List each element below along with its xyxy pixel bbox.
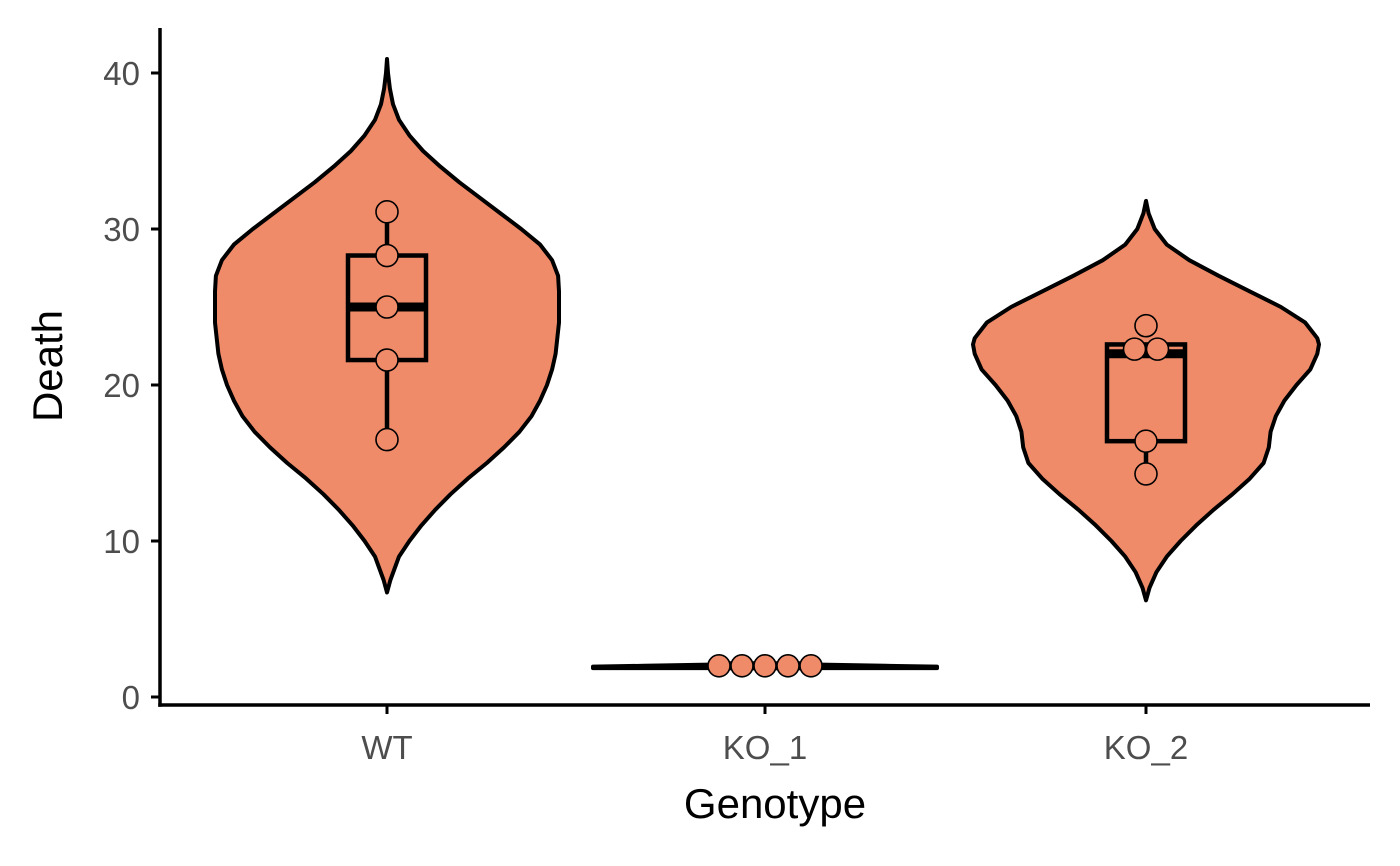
data-point-ko-2	[1134, 313, 1158, 338]
data-point-ko-1	[730, 653, 754, 678]
group-ko-1	[591, 653, 939, 678]
data-point-ko-2	[1122, 337, 1147, 361]
data-point-ko-1	[799, 653, 823, 678]
data-point-ko-1	[753, 653, 777, 678]
data-point-ko-2	[1134, 429, 1158, 453]
x-tick-label-ko-2: KO_2	[1104, 729, 1188, 766]
x-tick-label-wt: WT	[361, 729, 412, 766]
data-point-ko-2	[1145, 337, 1170, 361]
violin-ko-2	[971, 198, 1321, 603]
data-point-wt	[375, 348, 399, 372]
violin-wt	[213, 57, 561, 595]
data-point-ko-2	[1134, 462, 1158, 486]
y-axis-title: Death	[24, 310, 71, 422]
data-point-wt	[375, 243, 399, 268]
y-tick-label: 40	[103, 55, 140, 92]
y-tick-label: 0	[122, 679, 140, 716]
plot-area	[213, 57, 1321, 678]
group-ko-2	[971, 198, 1321, 603]
y-tick-label: 20	[103, 367, 140, 404]
data-point-ko-1	[707, 653, 731, 678]
axes: 0 10 20 30 40 WT KO_1 KO_2	[103, 28, 1370, 766]
y-tick-label: 30	[103, 211, 140, 248]
data-point-wt	[375, 295, 399, 319]
x-tick-label-ko-1: KO_1	[723, 729, 807, 766]
x-axis-title: Genotype	[684, 780, 866, 827]
y-tick-label: 10	[103, 523, 140, 560]
data-point-ko-1	[776, 653, 800, 678]
data-point-wt	[375, 427, 399, 452]
group-wt	[213, 57, 561, 595]
data-point-wt	[375, 200, 399, 224]
